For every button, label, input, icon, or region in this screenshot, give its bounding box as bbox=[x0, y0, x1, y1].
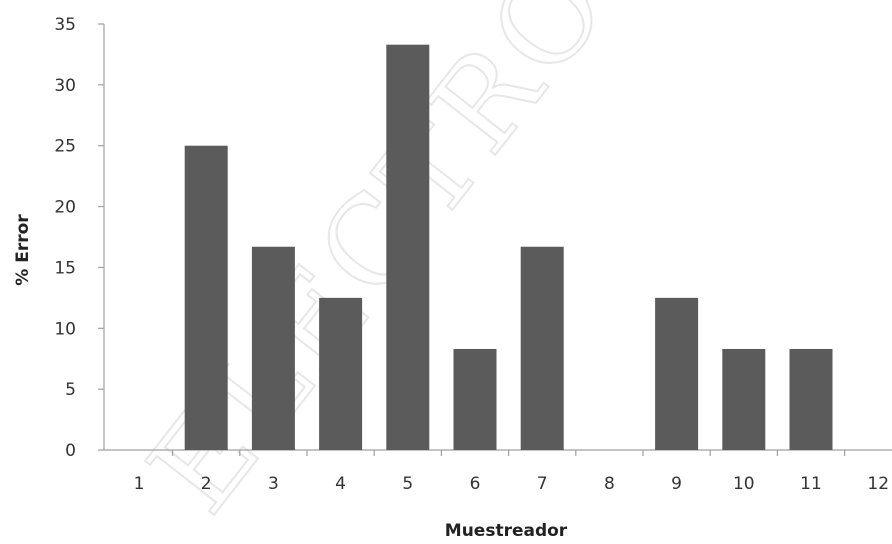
bars bbox=[184, 44, 833, 450]
x-tick-label: 9 bbox=[671, 474, 682, 494]
y-tick-label: 0 bbox=[65, 441, 76, 461]
x-tick-label: 6 bbox=[470, 474, 481, 494]
x-tick-label: 8 bbox=[604, 474, 615, 494]
y-tick-label: 15 bbox=[54, 258, 76, 278]
x-tick-label: 3 bbox=[268, 474, 279, 494]
x-axis-title: Muestreador bbox=[445, 521, 568, 541]
y-tick-label: 5 bbox=[65, 380, 76, 400]
x-tick-label: 4 bbox=[335, 474, 346, 494]
bar-muestreador-2 bbox=[184, 145, 228, 450]
bar-muestreador-11 bbox=[789, 348, 833, 450]
bar-muestreador-5 bbox=[386, 44, 430, 450]
y-tick-label: 10 bbox=[54, 319, 76, 339]
y-tick-label: 25 bbox=[54, 137, 76, 157]
y-axis-ticks: 0 5 10 15 20 25 30 35 bbox=[54, 15, 104, 461]
y-tick-label: 20 bbox=[54, 198, 76, 218]
x-tick-label: 12 bbox=[867, 474, 889, 494]
bar-muestreador-3 bbox=[251, 246, 295, 450]
y-tick-label: 35 bbox=[54, 15, 76, 35]
x-tick-label: 2 bbox=[201, 474, 212, 494]
watermark-text: ELECTRÓNICA bbox=[123, 0, 857, 538]
bar-muestreador-10 bbox=[722, 348, 766, 450]
x-tick-label: 11 bbox=[800, 474, 822, 494]
x-tick-label: 1 bbox=[134, 474, 145, 494]
x-tick-label: 7 bbox=[537, 474, 548, 494]
bar-muestreador-7 bbox=[520, 246, 564, 450]
x-tick-label: 5 bbox=[402, 474, 413, 494]
bar-muestreador-4 bbox=[319, 297, 363, 450]
y-tick-label: 30 bbox=[54, 76, 76, 96]
x-tick-label: 10 bbox=[733, 474, 755, 494]
watermark: ELECTRÓNICA bbox=[122, 0, 858, 539]
bar-muestreador-6 bbox=[453, 348, 497, 450]
bar-muestreador-9 bbox=[655, 297, 699, 450]
y-axis-title: % Error bbox=[13, 214, 33, 286]
x-axis-ticks: 1 2 3 4 5 6 7 8 9 10 11 12 bbox=[134, 450, 889, 494]
